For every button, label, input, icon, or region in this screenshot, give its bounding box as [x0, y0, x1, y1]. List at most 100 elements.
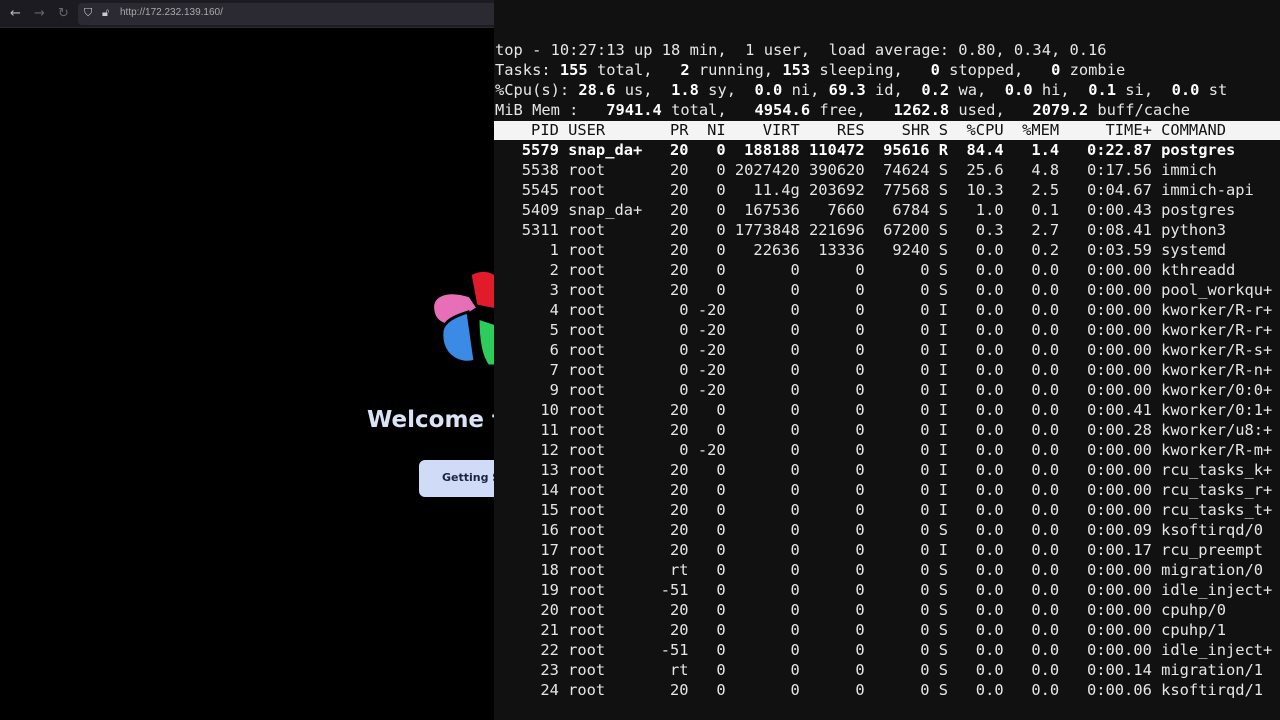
cell-mem: 2.5 — [1031, 181, 1060, 199]
cell-user: root — [568, 401, 606, 419]
cell-s: S — [938, 561, 949, 579]
cell-ni: 0 — [716, 201, 726, 219]
cell-pr: 0 — [679, 381, 689, 399]
cell-mem: 0.0 — [1031, 661, 1060, 679]
cell-user: root — [568, 541, 606, 559]
summary-label: total, — [661, 101, 755, 119]
cell-pid: 21 — [540, 621, 559, 639]
cell-pid: 6 — [549, 341, 559, 359]
process-row: 14 root 20 0 0 0 0 I 0.0 0.0 0:00.00 rcu_tasks_r+ — [494, 481, 1280, 501]
column-header-pid[interactable]: PID — [531, 121, 559, 139]
column-header-shr[interactable]: SHR — [901, 121, 930, 139]
cell-mem: 0.0 — [1031, 441, 1060, 459]
cell-cpu: 1.0 — [975, 201, 1004, 219]
cell-cpu: 0.3 — [975, 221, 1004, 239]
cell-pr: 20 — [670, 601, 689, 619]
cell-shr: 95616 — [883, 141, 930, 159]
summary-value: 0.0 — [754, 81, 783, 99]
column-header-cpu[interactable]: %CPU — [966, 121, 1004, 139]
cell-pr: rt — [670, 561, 689, 579]
reload-icon[interactable]: ↻ — [58, 6, 69, 21]
column-header-s[interactable]: S — [938, 121, 949, 139]
cell-mem: 0.0 — [1031, 401, 1060, 419]
cell-ni: -20 — [697, 441, 726, 459]
summary-value: 0 — [930, 61, 940, 79]
cell-user: root — [568, 241, 606, 259]
cell-pid: 5545 — [521, 181, 559, 199]
summary-label: sy, — [698, 81, 755, 99]
back-icon[interactable]: ← — [10, 6, 21, 21]
cell-s: S — [938, 601, 949, 619]
column-header-command[interactable]: COMMAND — [1161, 121, 1226, 139]
cell-cpu: 0.0 — [975, 401, 1004, 419]
cell-shr: 0 — [920, 581, 930, 599]
column-header-ni[interactable]: NI — [707, 121, 726, 139]
summary-label: stopped, — [939, 61, 1052, 79]
cell-res: 0 — [855, 321, 865, 339]
cell-shr: 0 — [920, 501, 930, 519]
column-header-mem[interactable]: %MEM — [1022, 121, 1060, 139]
cell-pid: 5538 — [521, 161, 559, 179]
cell-virt: 188188 — [744, 141, 800, 159]
cell-shr: 0 — [920, 321, 930, 339]
cell-mem: 0.0 — [1031, 521, 1060, 539]
cell-user: root — [568, 381, 606, 399]
cell-time: 0:00.06 — [1086, 681, 1152, 699]
process-row: 21 root 20 0 0 0 0 S 0.0 0.0 0:00.00 cpuhp/1 — [494, 621, 1280, 641]
column-header-res[interactable]: RES — [836, 121, 865, 139]
cell-time: 0:00.00 — [1086, 281, 1152, 299]
cell-pid: 20 — [540, 601, 559, 619]
cell-mem: 0.2 — [1031, 241, 1060, 259]
cell-cpu: 0.0 — [975, 681, 1004, 699]
shield-icon[interactable]: ⛉ — [84, 6, 93, 19]
cell-s: S — [938, 181, 949, 199]
cell-pr: 20 — [670, 501, 689, 519]
column-header-virt[interactable]: VIRT — [762, 121, 800, 139]
cell-mem: 0.0 — [1031, 501, 1060, 519]
cell-s: I — [938, 341, 949, 359]
cell-shr: 0 — [920, 281, 930, 299]
summary-label: used, — [949, 101, 1033, 119]
cell-ni: 0 — [716, 561, 726, 579]
cell-shr: 0 — [920, 301, 930, 319]
cell-ni: 0 — [716, 461, 726, 479]
cell-time: 0:00.43 — [1086, 201, 1152, 219]
cell-user: root — [568, 621, 606, 639]
cell-time: 0:00.41 — [1086, 401, 1152, 419]
cell-virt: 11.4g — [753, 181, 800, 199]
cell-pid: 1 — [549, 241, 559, 259]
cell-pid: 13 — [540, 461, 559, 479]
cell-cpu: 0.0 — [975, 601, 1004, 619]
summary-label: buff/cache — [1088, 101, 1191, 119]
cell-virt: 0 — [790, 361, 800, 379]
cell-command: rcu_tasks_t+ — [1161, 501, 1273, 519]
cell-pid: 18 — [540, 561, 559, 579]
cell-time: 0:04.67 — [1086, 181, 1152, 199]
cell-cpu: 0.0 — [975, 301, 1004, 319]
lock-icon[interactable]: 🔓︎ — [102, 6, 110, 19]
cell-mem: 0.0 — [1031, 421, 1060, 439]
cell-time: 0:00.00 — [1086, 341, 1152, 359]
cell-pid: 5311 — [521, 221, 559, 239]
cell-pid: 11 — [540, 421, 559, 439]
cell-mem: 0.0 — [1031, 381, 1060, 399]
url-text[interactable]: http://172.232.139.160/ — [120, 7, 223, 18]
cell-user: root — [568, 641, 606, 659]
cell-pr: 20 — [670, 181, 689, 199]
cell-s: S — [938, 161, 949, 179]
column-header-time[interactable]: TIME+ — [1105, 121, 1152, 139]
column-header-user[interactable]: USER — [568, 121, 606, 139]
cell-s: I — [938, 541, 949, 559]
cell-virt: 1773848 — [734, 221, 800, 239]
cell-time: 0:00.14 — [1086, 661, 1152, 679]
cell-virt: 0 — [790, 661, 800, 679]
cell-cpu: 0.0 — [975, 461, 1004, 479]
cell-res: 0 — [855, 281, 865, 299]
cell-s: I — [938, 401, 949, 419]
cell-time: 0:00.00 — [1086, 441, 1152, 459]
terminal-top[interactable]: top - 10:27:13 up 18 min, 1 user, load a… — [494, 0, 1280, 720]
cell-time: 0:00.00 — [1086, 481, 1152, 499]
cell-pr: 20 — [670, 201, 689, 219]
forward-icon[interactable]: → — [34, 6, 45, 21]
column-header-pr[interactable]: PR — [670, 121, 689, 139]
